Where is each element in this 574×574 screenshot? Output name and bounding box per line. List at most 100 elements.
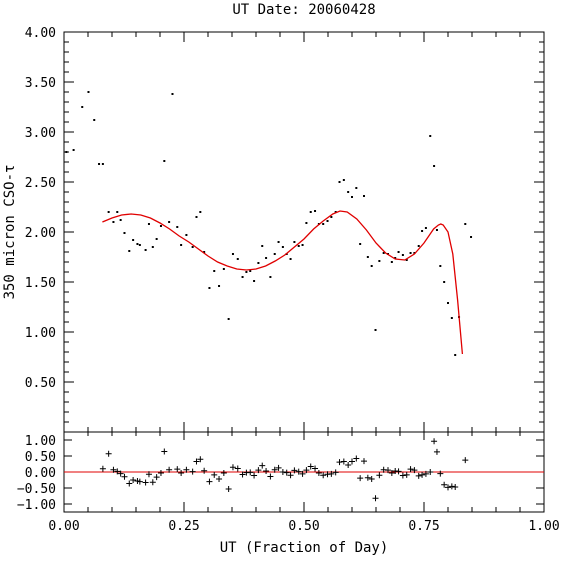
data-point bbox=[128, 250, 131, 252]
fit-curve bbox=[102, 210, 464, 355]
data-point bbox=[433, 165, 436, 167]
residual-point bbox=[220, 469, 227, 476]
data-point bbox=[435, 229, 438, 231]
data-point bbox=[257, 262, 260, 264]
data-point bbox=[424, 227, 427, 229]
residual-point bbox=[239, 471, 246, 478]
data-point bbox=[269, 276, 272, 278]
data-point bbox=[147, 223, 150, 225]
data-point bbox=[378, 260, 381, 262]
main-y-tick-label: 0.50 bbox=[25, 376, 56, 391]
data-point bbox=[447, 302, 449, 304]
data-point bbox=[180, 244, 183, 246]
data-point bbox=[231, 253, 234, 255]
residual-point bbox=[234, 465, 241, 472]
data-point bbox=[265, 257, 268, 259]
data-point bbox=[374, 329, 377, 331]
data-point bbox=[417, 245, 420, 247]
residual-point bbox=[287, 472, 294, 479]
residual-point bbox=[291, 467, 298, 474]
residual-point bbox=[462, 457, 469, 464]
residual-point bbox=[422, 470, 429, 477]
residual-point bbox=[315, 469, 322, 476]
data-point bbox=[454, 354, 457, 356]
data-point bbox=[107, 211, 110, 213]
residual-point bbox=[385, 467, 391, 474]
data-point bbox=[236, 258, 239, 260]
residual-point bbox=[225, 485, 232, 492]
data-point bbox=[363, 195, 365, 197]
x-tick-label: 0.00 bbox=[48, 519, 79, 534]
residual-point bbox=[279, 469, 286, 475]
residual-point bbox=[399, 472, 406, 479]
residual-point bbox=[452, 484, 459, 491]
data-point bbox=[439, 265, 442, 267]
data-point bbox=[227, 318, 230, 320]
data-point bbox=[355, 187, 358, 189]
residual-point bbox=[114, 468, 121, 475]
data-point bbox=[253, 280, 256, 282]
data-point bbox=[101, 163, 104, 165]
data-point bbox=[185, 234, 188, 236]
data-point bbox=[98, 163, 101, 165]
x-tick-label: 0.50 bbox=[288, 519, 319, 534]
data-point bbox=[334, 211, 337, 213]
residual-point bbox=[345, 461, 352, 468]
residual-point bbox=[332, 469, 339, 476]
data-point bbox=[273, 253, 276, 255]
main-y-tick-label: 1.00 bbox=[25, 326, 56, 341]
residual-point bbox=[251, 472, 258, 479]
data-point bbox=[159, 225, 162, 227]
residual-point bbox=[336, 459, 343, 466]
residual-point bbox=[357, 475, 364, 482]
data-point bbox=[405, 259, 408, 261]
data-point bbox=[203, 251, 206, 253]
data-point bbox=[297, 245, 300, 247]
main-y-tick-label: 2.00 bbox=[25, 226, 56, 241]
residual-point bbox=[136, 478, 143, 485]
data-point bbox=[119, 219, 122, 221]
residual-point bbox=[340, 458, 347, 465]
data-point bbox=[163, 160, 166, 162]
residual-point bbox=[193, 458, 200, 465]
data-point bbox=[195, 216, 198, 218]
residual-point bbox=[178, 469, 185, 476]
residual-point bbox=[328, 470, 335, 477]
x-tick-label: 0.75 bbox=[408, 519, 439, 534]
residual-point bbox=[271, 466, 278, 473]
residual-point bbox=[201, 467, 208, 474]
x-tick-label: 0.25 bbox=[168, 519, 199, 534]
residual-point bbox=[197, 456, 204, 463]
residual-point bbox=[142, 479, 149, 486]
data-point bbox=[394, 257, 397, 259]
residual-point bbox=[259, 462, 266, 469]
residual-point bbox=[427, 469, 434, 475]
residual-point bbox=[263, 468, 270, 475]
data-point bbox=[93, 119, 96, 121]
data-point bbox=[245, 271, 248, 273]
res-y-tick-label: 1.00 bbox=[25, 434, 56, 449]
data-point bbox=[413, 252, 416, 254]
residual-point bbox=[376, 472, 383, 479]
residual-point bbox=[130, 477, 137, 483]
residual-point bbox=[419, 471, 426, 478]
main-y-tick-label: 4.00 bbox=[25, 26, 56, 41]
residual-point bbox=[211, 471, 218, 478]
residual-point bbox=[166, 466, 173, 473]
res-y-tick-label: 0.00 bbox=[25, 466, 56, 481]
data-point bbox=[65, 151, 68, 153]
data-point bbox=[309, 211, 312, 213]
data-point bbox=[171, 93, 174, 95]
residual-point bbox=[153, 474, 160, 481]
residual-point bbox=[395, 468, 402, 475]
x-axis-label: UT (Fraction of Day) bbox=[220, 540, 389, 556]
main-y-tick-label: 2.50 bbox=[25, 176, 56, 191]
data-point bbox=[144, 249, 147, 251]
residual-point bbox=[441, 481, 448, 488]
data-point bbox=[370, 265, 373, 267]
residual-point bbox=[320, 472, 327, 479]
data-point bbox=[443, 281, 446, 283]
data-point bbox=[397, 251, 400, 253]
data-point bbox=[314, 210, 317, 212]
